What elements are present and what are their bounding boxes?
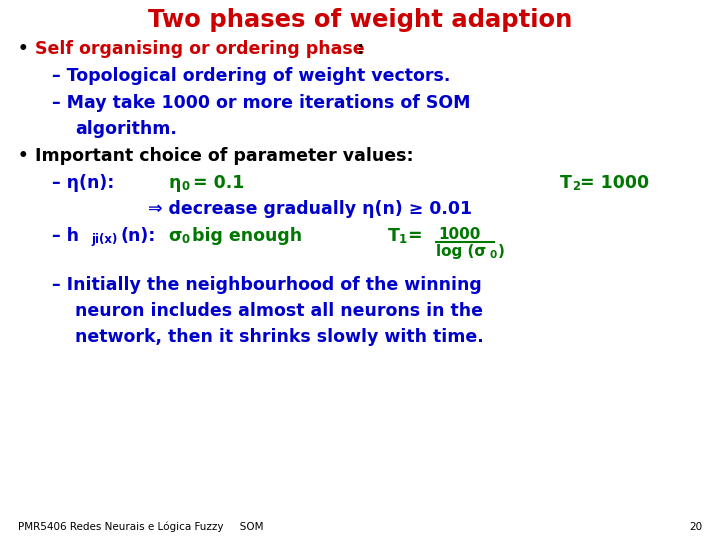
- Text: η: η: [168, 174, 181, 192]
- Text: •: •: [18, 147, 29, 165]
- Text: σ: σ: [168, 227, 181, 245]
- Text: Important choice of parameter values:: Important choice of parameter values:: [35, 147, 413, 165]
- Text: – Initially the neighbourhood of the winning: – Initially the neighbourhood of the win…: [52, 276, 482, 294]
- Text: ): ): [498, 244, 505, 259]
- Text: :: :: [357, 40, 364, 58]
- Text: neuron includes almost all neurons in the: neuron includes almost all neurons in th…: [75, 302, 483, 320]
- Text: T: T: [388, 227, 400, 245]
- Text: 20: 20: [689, 522, 702, 532]
- Text: Two phases of weight adaption: Two phases of weight adaption: [148, 8, 572, 32]
- Text: (n):: (n):: [121, 227, 156, 245]
- Text: =: =: [407, 227, 422, 245]
- Text: PMR5406 Redes Neurais e Lógica Fuzzy     SOM: PMR5406 Redes Neurais e Lógica Fuzzy SOM: [18, 522, 264, 532]
- Text: – h: – h: [52, 227, 79, 245]
- Text: 0: 0: [181, 233, 189, 246]
- Text: ji(x): ji(x): [91, 233, 117, 246]
- Text: network, then it shrinks slowly with time.: network, then it shrinks slowly with tim…: [75, 328, 484, 346]
- Text: = 0.1: = 0.1: [193, 174, 244, 192]
- Text: 1: 1: [399, 233, 407, 246]
- Text: – May take 1000 or more iterations of SOM: – May take 1000 or more iterations of SO…: [52, 94, 470, 112]
- Text: T: T: [560, 174, 572, 192]
- Text: •: •: [18, 40, 29, 58]
- Text: – η(n):: – η(n):: [52, 174, 114, 192]
- Text: – Topological ordering of weight vectors.: – Topological ordering of weight vectors…: [52, 67, 451, 85]
- Text: = 1000: = 1000: [580, 174, 649, 192]
- Text: algorithm.: algorithm.: [75, 120, 177, 138]
- Text: log (σ: log (σ: [436, 244, 486, 259]
- Text: 1000: 1000: [438, 227, 480, 242]
- Text: ⇒ decrease gradually η(n) ≥ 0.01: ⇒ decrease gradually η(n) ≥ 0.01: [148, 200, 472, 218]
- Text: Self organising or ordering phase: Self organising or ordering phase: [35, 40, 364, 58]
- Text: 2: 2: [572, 180, 580, 193]
- Text: big enough: big enough: [192, 227, 302, 245]
- Text: 0: 0: [489, 250, 496, 260]
- Text: 0: 0: [181, 180, 189, 193]
